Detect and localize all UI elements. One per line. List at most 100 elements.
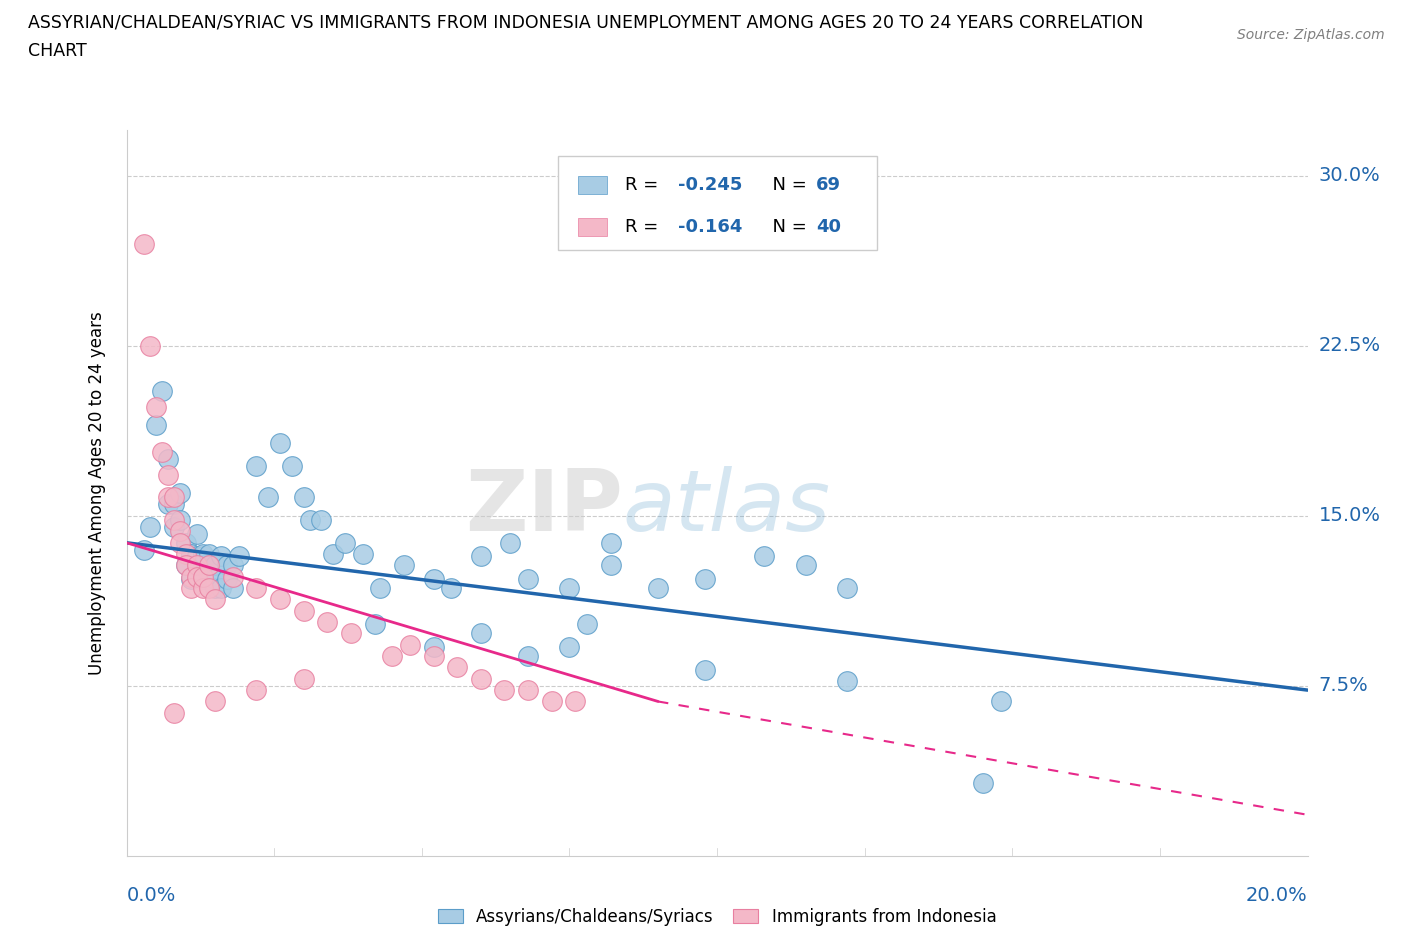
Point bbox=[754, 549, 776, 564]
Point bbox=[794, 558, 817, 573]
Point bbox=[204, 580, 226, 595]
Point bbox=[340, 626, 363, 641]
Point bbox=[298, 512, 321, 527]
Point bbox=[281, 458, 304, 473]
Point bbox=[972, 776, 994, 790]
Point bbox=[695, 662, 717, 677]
Point bbox=[180, 572, 202, 587]
Point bbox=[245, 458, 267, 473]
FancyBboxPatch shape bbox=[578, 177, 607, 194]
Point bbox=[193, 558, 215, 573]
Point bbox=[558, 580, 581, 595]
Point bbox=[363, 617, 385, 631]
Point bbox=[198, 558, 221, 573]
Point bbox=[470, 549, 492, 564]
Point bbox=[169, 485, 191, 500]
Point bbox=[311, 512, 333, 527]
Point bbox=[156, 467, 179, 482]
Point bbox=[222, 569, 245, 584]
Point bbox=[163, 497, 186, 512]
FancyBboxPatch shape bbox=[558, 155, 876, 250]
Point bbox=[204, 694, 226, 709]
Point bbox=[292, 604, 315, 618]
Point bbox=[180, 547, 202, 562]
Point bbox=[156, 490, 179, 505]
Point bbox=[180, 569, 202, 584]
Point bbox=[174, 558, 197, 573]
Point bbox=[150, 445, 173, 459]
Point bbox=[222, 558, 245, 573]
Text: 40: 40 bbox=[817, 219, 841, 236]
Point bbox=[540, 694, 562, 709]
Point bbox=[169, 512, 191, 527]
Point bbox=[517, 683, 540, 698]
Point bbox=[576, 617, 599, 631]
Point bbox=[193, 569, 215, 584]
Point bbox=[198, 580, 221, 595]
Point bbox=[174, 536, 197, 551]
Point bbox=[193, 572, 215, 587]
Point bbox=[139, 339, 162, 353]
Point bbox=[245, 580, 267, 595]
Text: 7.5%: 7.5% bbox=[1319, 676, 1368, 695]
Point bbox=[422, 572, 444, 587]
Point bbox=[198, 558, 221, 573]
Text: N =: N = bbox=[761, 219, 813, 236]
Point bbox=[134, 236, 156, 251]
Point bbox=[257, 490, 280, 505]
Point bbox=[564, 694, 586, 709]
Point bbox=[695, 572, 717, 587]
Point bbox=[228, 549, 250, 564]
Point bbox=[156, 451, 179, 466]
Point bbox=[163, 705, 186, 720]
Point bbox=[835, 673, 858, 688]
Point bbox=[139, 520, 162, 535]
Point bbox=[186, 569, 208, 584]
Point bbox=[470, 626, 492, 641]
Point bbox=[186, 558, 208, 573]
Point bbox=[292, 671, 315, 686]
Point bbox=[204, 572, 226, 587]
Point bbox=[209, 580, 232, 595]
Point bbox=[215, 572, 238, 587]
Text: ASSYRIAN/CHALDEAN/SYRIAC VS IMMIGRANTS FROM INDONESIA UNEMPLOYMENT AMONG AGES 20: ASSYRIAN/CHALDEAN/SYRIAC VS IMMIGRANTS F… bbox=[28, 14, 1143, 32]
Point bbox=[352, 547, 374, 562]
Point bbox=[204, 558, 226, 573]
Point bbox=[499, 536, 522, 551]
Point bbox=[446, 660, 468, 675]
Point bbox=[193, 549, 215, 564]
Legend: Assyrians/Chaldeans/Syriacs, Immigrants from Indonesia: Assyrians/Chaldeans/Syriacs, Immigrants … bbox=[433, 903, 1001, 930]
Point bbox=[186, 549, 208, 564]
Point bbox=[599, 536, 621, 551]
Point bbox=[269, 592, 291, 607]
Point bbox=[392, 558, 415, 573]
Point bbox=[198, 547, 221, 562]
Text: CHART: CHART bbox=[28, 42, 87, 60]
Text: 0.0%: 0.0% bbox=[127, 886, 176, 905]
Point bbox=[322, 547, 344, 562]
Y-axis label: Unemployment Among Ages 20 to 24 years: Unemployment Among Ages 20 to 24 years bbox=[87, 311, 105, 675]
Text: atlas: atlas bbox=[623, 466, 831, 549]
Point bbox=[198, 569, 221, 584]
Text: Source: ZipAtlas.com: Source: ZipAtlas.com bbox=[1237, 28, 1385, 42]
Point bbox=[599, 558, 621, 573]
Point bbox=[835, 580, 858, 595]
Point bbox=[186, 558, 208, 573]
Point bbox=[269, 435, 291, 450]
Point bbox=[222, 580, 245, 595]
Text: -0.245: -0.245 bbox=[678, 177, 742, 194]
Point bbox=[174, 558, 197, 573]
Point bbox=[558, 640, 581, 655]
Text: 30.0%: 30.0% bbox=[1319, 166, 1381, 185]
Point bbox=[145, 418, 167, 432]
Point bbox=[440, 580, 463, 595]
Point bbox=[399, 637, 422, 652]
Point bbox=[381, 649, 404, 664]
Point bbox=[134, 542, 156, 557]
Point bbox=[193, 580, 215, 595]
Point bbox=[186, 526, 208, 541]
Point bbox=[215, 558, 238, 573]
FancyBboxPatch shape bbox=[578, 218, 607, 236]
Point bbox=[193, 547, 215, 562]
Text: 69: 69 bbox=[817, 177, 841, 194]
